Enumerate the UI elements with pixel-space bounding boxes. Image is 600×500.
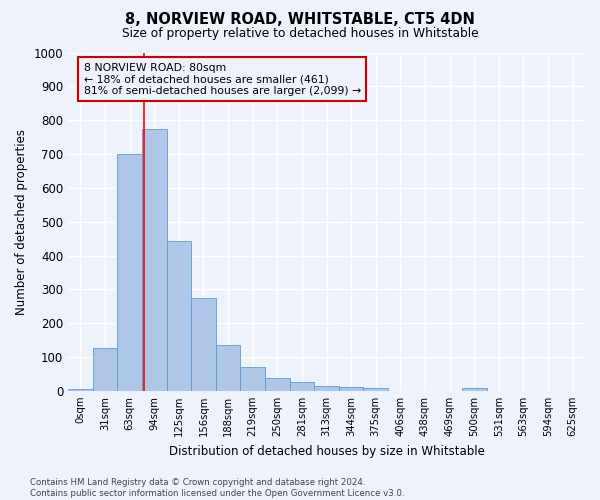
Bar <box>265 378 290 391</box>
Bar <box>314 386 339 391</box>
Bar <box>339 386 364 391</box>
Text: 8, NORVIEW ROAD, WHITSTABLE, CT5 4DN: 8, NORVIEW ROAD, WHITSTABLE, CT5 4DN <box>125 12 475 28</box>
Y-axis label: Number of detached properties: Number of detached properties <box>15 128 28 314</box>
Bar <box>462 388 487 391</box>
Bar <box>290 382 314 391</box>
Bar <box>241 367 265 391</box>
Bar <box>117 154 142 391</box>
Bar <box>191 298 216 391</box>
X-axis label: Distribution of detached houses by size in Whitstable: Distribution of detached houses by size … <box>169 444 484 458</box>
Text: 8 NORVIEW ROAD: 80sqm
← 18% of detached houses are smaller (461)
81% of semi-det: 8 NORVIEW ROAD: 80sqm ← 18% of detached … <box>83 62 361 96</box>
Bar <box>142 128 167 391</box>
Text: Size of property relative to detached houses in Whitstable: Size of property relative to detached ho… <box>122 28 478 40</box>
Bar <box>167 241 191 391</box>
Bar <box>68 389 92 391</box>
Bar <box>92 348 117 391</box>
Text: Contains HM Land Registry data © Crown copyright and database right 2024.
Contai: Contains HM Land Registry data © Crown c… <box>30 478 404 498</box>
Bar <box>364 388 388 391</box>
Bar <box>216 345 241 391</box>
